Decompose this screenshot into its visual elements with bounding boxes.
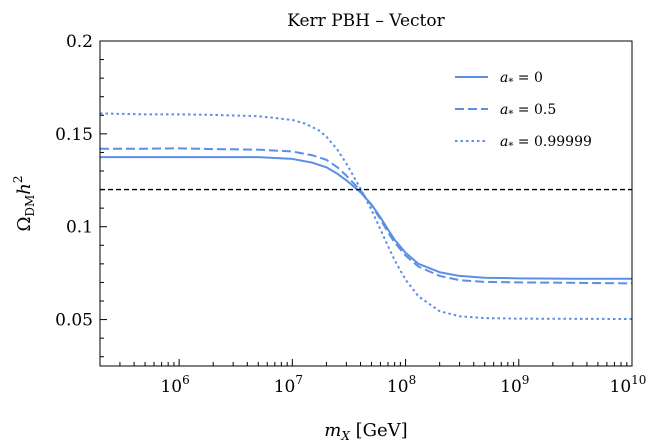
y-axis-label-h: h: [14, 183, 35, 195]
series-layer: [100, 112, 632, 321]
x-axis-label-unit: [GeV]: [350, 420, 408, 441]
series-line-1: [100, 156, 632, 280]
legend: a* = 0 a* = 0.5 a* = 0.99999: [455, 70, 592, 152]
chart-title: Kerr PBH – Vector: [287, 11, 445, 31]
series-line-3: [100, 112, 632, 321]
y-axis-label-subscript: DM: [23, 195, 37, 217]
series-line-2: [100, 147, 632, 285]
legend-label-1: a* = 0: [500, 70, 543, 88]
y-tick-label: 0.1: [66, 218, 93, 238]
legend-label-3: a* = 0.99999: [500, 134, 592, 152]
x-axis-label-subscript: X: [340, 429, 350, 443]
plot-frame: [99, 40, 633, 367]
y-tick-label: 0.2: [66, 32, 93, 52]
y-axis-label: ΩDMh2: [11, 175, 37, 231]
x-tick-label: 108: [387, 373, 416, 397]
x-axis: 106 107 108 109 1010: [99, 359, 647, 397]
x-tick-label: 107: [274, 373, 303, 397]
x-axis-label: mX [GeV]: [324, 420, 407, 443]
y-tick-label: 0.05: [55, 311, 93, 331]
y-axis-label-symbol: Ω: [14, 217, 35, 232]
y-tick-label: 0.15: [55, 125, 93, 145]
x-tick-label: 106: [160, 373, 189, 397]
y-axis: 0.05 0.1 0.15 0.2: [55, 32, 107, 358]
x-tick-label: 109: [500, 373, 529, 397]
x-tick-label: 1010: [610, 373, 647, 397]
legend-label-2: a* = 0.5: [500, 102, 556, 120]
x-axis-label-symbol: m: [324, 420, 341, 441]
y-axis-label-superscript: 2: [11, 175, 25, 183]
